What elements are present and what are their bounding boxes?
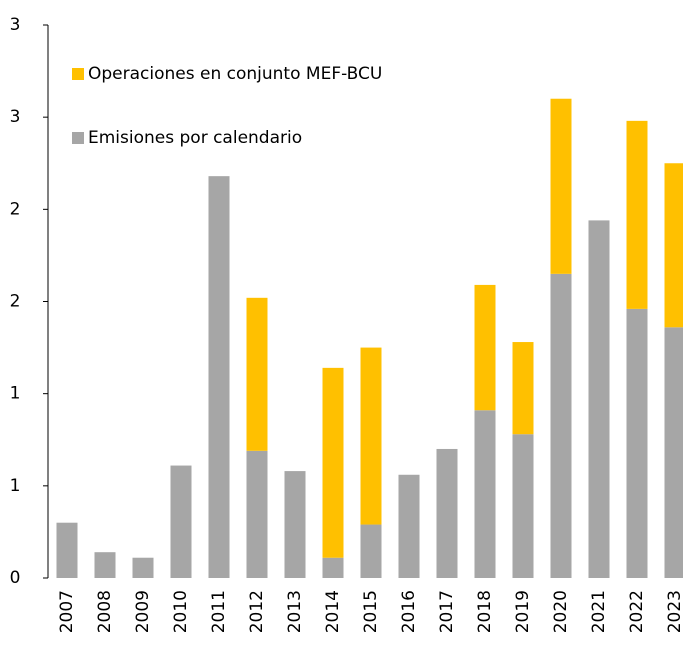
y-tick-label: 3 xyxy=(10,15,21,35)
bar-segment xyxy=(56,522,78,578)
x-tick-label: 2011 xyxy=(209,590,229,633)
bar-segment xyxy=(170,465,192,578)
bar-segment xyxy=(474,410,496,578)
bar-segment xyxy=(626,120,648,309)
bar-segment xyxy=(550,98,572,274)
x-tick-label: 2007 xyxy=(57,590,77,633)
x-tick-label: 2017 xyxy=(437,590,457,633)
bar-segment xyxy=(246,450,268,578)
legend-swatch xyxy=(72,132,84,144)
bar-segment xyxy=(588,220,610,579)
bar-segment xyxy=(550,273,572,578)
bar-segment xyxy=(284,471,306,578)
bar-segment xyxy=(322,367,344,558)
bar-segment xyxy=(626,308,648,578)
bar-segment xyxy=(360,347,382,525)
y-tick-label: 1 xyxy=(10,476,21,496)
y-tick-label: 3 xyxy=(10,107,21,127)
x-tick-label: 2019 xyxy=(513,590,533,633)
bar-segment xyxy=(94,552,116,578)
legend-label: Emisiones por calendario xyxy=(88,128,302,148)
bar-segment xyxy=(512,342,534,435)
x-tick-label: 2009 xyxy=(133,590,153,633)
bar-segment xyxy=(664,163,683,328)
bar-segment xyxy=(132,557,154,578)
legend-swatch xyxy=(72,68,84,80)
x-tick-label: 2015 xyxy=(361,590,381,633)
bar-segment xyxy=(512,434,534,578)
bar-segment xyxy=(246,297,268,451)
x-tick-label: 2018 xyxy=(475,590,495,633)
y-tick-label: 0 xyxy=(10,568,21,588)
y-tick-label: 1 xyxy=(10,384,21,404)
bar-segment xyxy=(208,176,230,579)
x-tick-label: 2020 xyxy=(551,590,571,633)
x-tick-label: 2013 xyxy=(285,590,305,633)
legend-label: Operaciones en conjunto MEF-BCU xyxy=(88,64,382,84)
x-tick-label: 2016 xyxy=(399,590,419,633)
bar-segment xyxy=(322,557,344,578)
x-tick-label: 2022 xyxy=(627,590,647,633)
y-tick-label: 2 xyxy=(10,292,21,312)
y-tick-label: 2 xyxy=(10,199,21,219)
bar-segment xyxy=(360,524,382,578)
bar-segment xyxy=(474,284,496,411)
x-tick-label: 2023 xyxy=(665,590,683,633)
x-tick-label: 2008 xyxy=(95,590,115,633)
bar-segment xyxy=(664,327,683,578)
bar-segment xyxy=(398,474,420,578)
x-tick-label: 2010 xyxy=(171,590,191,633)
x-tick-label: 2021 xyxy=(589,590,609,633)
x-tick-label: 2012 xyxy=(247,590,267,633)
bar-segment xyxy=(436,448,458,578)
x-tick-label: 2014 xyxy=(323,590,343,633)
